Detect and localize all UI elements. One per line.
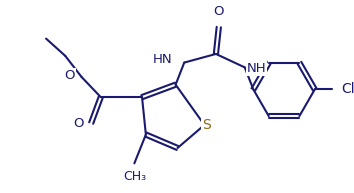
Text: O: O <box>64 69 75 82</box>
Text: CH₃: CH₃ <box>123 170 146 183</box>
Text: O: O <box>213 5 224 19</box>
Text: HN: HN <box>153 53 173 66</box>
Text: S: S <box>202 118 211 132</box>
Text: NH: NH <box>247 62 266 75</box>
Text: O: O <box>73 117 84 130</box>
Text: Cl: Cl <box>342 82 354 96</box>
